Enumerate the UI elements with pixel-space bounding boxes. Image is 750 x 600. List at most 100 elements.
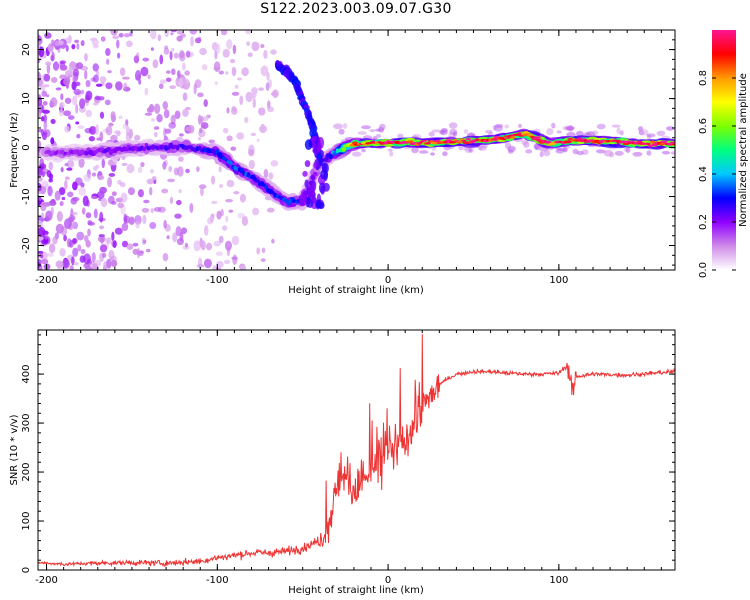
spectrogram-noise-blob	[231, 91, 240, 96]
spectrogram-y-tick-label: -20	[21, 237, 32, 253]
spectrogram-y-tick-label: 10	[21, 92, 32, 105]
spectrogram-noise-blob	[174, 110, 181, 120]
spectrogram-noise-blob	[76, 43, 80, 50]
spectrogram-noise-blob	[163, 109, 170, 119]
spectrogram-noise-blob	[351, 151, 362, 157]
spectrogram-noise-blob	[117, 202, 124, 209]
spectrogram-noise-blob	[65, 44, 69, 52]
spectrogram-noise-blob	[107, 159, 114, 166]
spectrogram-ridge-blob	[449, 141, 457, 144]
spectrogram-noise-blob	[237, 77, 242, 81]
spectrogram-noise-blob	[656, 130, 666, 136]
spectrogram-ridge-blob	[198, 145, 202, 151]
spectrogram-noise-blob	[226, 135, 233, 142]
spectrogram-noise-blob	[60, 166, 64, 173]
spectrogram-noise-blob	[611, 124, 621, 128]
spectrogram-noise-blob	[91, 252, 96, 263]
spectrogram-ridge-blob	[341, 147, 347, 152]
spectrogram-noise-blob	[187, 124, 195, 134]
spectrogram-noise-blob	[67, 115, 75, 120]
spectrogram-noise-blob	[233, 191, 240, 195]
spectrogram-noise-blob	[63, 234, 67, 242]
spectrogram-noise-blob	[231, 235, 240, 246]
spectrogram-noise-blob	[208, 139, 215, 144]
spectrogram-ridge-blob	[648, 144, 653, 148]
spectrogram-noise-blob	[99, 225, 105, 230]
spectrogram-noise-blob	[50, 137, 55, 145]
spectrogram-noise-blob	[252, 97, 256, 109]
spectrogram-noise-blob	[123, 82, 128, 91]
spectrogram-noise-blob	[111, 191, 117, 196]
spectrogram-noise-blob	[182, 108, 189, 117]
spectrogram-ridge-blob	[407, 140, 414, 144]
spectrogram-noise-blob	[220, 30, 228, 36]
spectrogram-noise-blob	[136, 247, 141, 259]
spectrogram-noise-blob	[256, 138, 260, 143]
spectrogram-noise-blob	[40, 212, 45, 220]
spectrogram-noise-blob	[138, 79, 142, 85]
spectrogram-noise-blob	[59, 200, 64, 207]
spectrogram-noise-blob	[200, 115, 204, 125]
spectrogram-noise-blob	[646, 150, 652, 156]
spectrogram-noise-blob	[93, 74, 99, 83]
spectrogram-noise-blob	[99, 76, 107, 83]
spectrogram-noise-blob	[40, 251, 48, 261]
spectrogram-noise-blob	[108, 122, 114, 127]
spectrogram-noise-blob	[140, 66, 149, 77]
spectrogram-noise-blob	[260, 65, 269, 77]
spectrogram-noise-blob	[55, 223, 64, 234]
spectrogram-noise-blob	[164, 30, 169, 38]
spectrogram-noise-blob	[142, 214, 147, 225]
spectrogram-noise-blob	[182, 76, 187, 87]
spectrogram-noise-blob	[431, 129, 442, 133]
spectrogram-noise-blob	[248, 148, 255, 157]
spectrogram-noise-blob	[75, 62, 84, 70]
spectrogram-noise-blob	[248, 159, 255, 170]
spectrogram-noise-blob	[543, 149, 551, 157]
spectrogram-noise-blob	[266, 207, 275, 213]
spectrogram-noise-blob	[104, 99, 111, 106]
spectrogram-ridge-blob	[328, 153, 333, 159]
colorbar-ticks: 0.0 0.2 0.4 0.6 0.8	[698, 70, 736, 278]
spectrogram-ridge-blob	[659, 140, 668, 143]
spectrogram-noise-blob	[237, 212, 246, 219]
spectrogram-noise-blob	[112, 35, 120, 40]
spectrogram-ridge-blob	[456, 140, 463, 144]
spectrogram-noise-blob	[214, 50, 218, 60]
spectrogram-noise-blob	[167, 178, 176, 183]
spectrogram-noise-blob	[105, 48, 111, 57]
spectrogram-noise-blob	[48, 178, 53, 183]
spectrogram-noise-blob	[169, 50, 173, 61]
spectrogram-noise-blob	[85, 265, 93, 270]
spectrogram-noise-blob	[137, 189, 144, 198]
spectrogram-noise-blob	[80, 40, 85, 47]
spectrogram-noise-blob	[38, 190, 44, 195]
snr-y-tick-label: 300	[21, 414, 32, 433]
spectrogram-noise-blob	[211, 200, 218, 205]
spectrogram-noise-blob	[342, 123, 348, 129]
spectrogram-noise-blob	[66, 167, 73, 171]
spectrogram-noise-blob	[38, 46, 45, 58]
spectrogram-noise-blob	[122, 123, 128, 130]
spectrogram-noise-blob	[93, 208, 98, 219]
spectrogram-noise-blob	[270, 92, 277, 96]
spectrogram-noise-blob	[64, 97, 72, 104]
spectrogram-noise-blob	[108, 172, 116, 177]
spectrogram-noise-blob	[126, 163, 135, 174]
spectrogram-noise-blob	[193, 240, 201, 252]
spectrogram-noise-blob	[493, 124, 503, 132]
spectrogram-noise-blob	[357, 131, 367, 135]
spectrogram-noise-blob	[80, 89, 85, 95]
spectrogram-noise-blob	[87, 221, 96, 226]
spectrogram-noise-blob	[174, 213, 182, 219]
spectrogram-branch-blob	[319, 158, 324, 166]
spectrogram-branch-blob	[318, 182, 326, 194]
spectrogram-noise-blob	[164, 128, 172, 134]
spectrogram-noise-blob	[234, 84, 239, 89]
spectrogram-noise-blob	[71, 256, 75, 266]
spectrogram-noise-blob	[62, 259, 70, 269]
spectrogram-noise-blob	[170, 30, 178, 33]
spectrogram-noise-blob	[614, 150, 624, 156]
spectrogram-ridge-blob	[650, 140, 656, 144]
